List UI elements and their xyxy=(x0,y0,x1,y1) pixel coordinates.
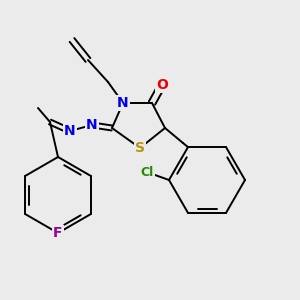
Text: Cl: Cl xyxy=(140,166,154,178)
Text: F: F xyxy=(53,226,63,240)
Text: N: N xyxy=(64,124,76,138)
Text: S: S xyxy=(135,141,145,155)
Text: N: N xyxy=(86,118,98,132)
Text: O: O xyxy=(156,78,168,92)
Text: N: N xyxy=(117,96,129,110)
